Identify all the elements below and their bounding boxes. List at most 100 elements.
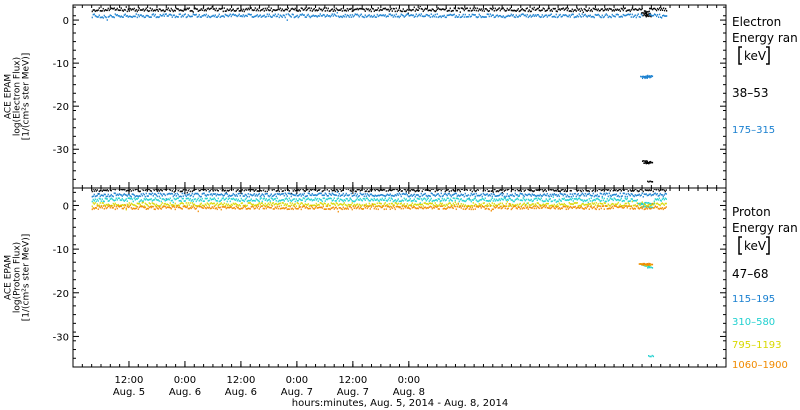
data-point [455, 192, 457, 195]
data-point [645, 204, 647, 207]
data-point [156, 16, 158, 18]
data-point [346, 198, 348, 200]
y-axis-label: [1/(cm²s ster MeV)] [22, 234, 32, 321]
data-point [600, 192, 602, 195]
data-point [646, 189, 648, 191]
data-point [540, 207, 542, 209]
data-point [444, 16, 446, 19]
data-point [370, 14, 372, 17]
data-point [644, 160, 646, 163]
data-point [553, 203, 555, 206]
data-point [604, 200, 606, 203]
data-point [546, 16, 548, 18]
data-point [351, 10, 353, 13]
data-point [175, 198, 177, 200]
data-point [143, 10, 145, 12]
data-point [238, 190, 240, 192]
data-point [289, 199, 291, 202]
data-point [430, 192, 432, 195]
data-point [375, 16, 377, 18]
data-point [372, 205, 374, 207]
data-point [170, 14, 172, 16]
data-point [170, 199, 172, 202]
data-point [118, 15, 120, 17]
data-point [286, 8, 288, 11]
data-point [526, 189, 528, 190]
data-point [364, 14, 366, 16]
data-point [662, 14, 664, 17]
data-point [420, 192, 422, 195]
data-point [310, 198, 312, 201]
data-point [235, 14, 237, 17]
data-point [344, 13, 346, 16]
data-point [181, 9, 183, 12]
data-point [148, 192, 150, 195]
data-point [284, 207, 286, 209]
data-point [645, 77, 647, 79]
data-point [202, 207, 204, 209]
data-point [430, 202, 432, 205]
data-point [356, 197, 358, 199]
data-point [393, 195, 395, 197]
data-point [443, 204, 445, 206]
data-point [277, 13, 279, 16]
data-point [374, 203, 376, 206]
data-point [641, 206, 644, 208]
data-point [439, 8, 441, 11]
data-point [261, 15, 263, 18]
data-point [450, 204, 452, 206]
data-point [411, 195, 413, 197]
data-point [565, 190, 567, 193]
data-point [552, 196, 554, 198]
data-point [233, 198, 235, 201]
data-point [189, 10, 191, 12]
data-point [347, 14, 349, 17]
data-point [129, 195, 131, 197]
data-point [646, 202, 648, 204]
data-point [307, 192, 309, 195]
data-point [288, 205, 290, 207]
data-point [511, 199, 513, 201]
data-point [647, 189, 649, 192]
data-point [336, 208, 338, 210]
data-point [461, 189, 463, 191]
data-point [419, 189, 421, 190]
data-point [413, 205, 415, 208]
data-point [144, 8, 146, 11]
data-point [441, 202, 443, 205]
data-point [649, 162, 651, 164]
data-point [331, 189, 333, 192]
data-point [156, 8, 158, 11]
data-point [313, 208, 315, 210]
data-point [589, 200, 591, 202]
data-point [396, 15, 398, 18]
data-point [407, 199, 409, 202]
data-point [426, 206, 428, 209]
data-point [327, 208, 329, 210]
data-point [519, 9, 521, 12]
data-point [422, 15, 424, 18]
data-point [624, 205, 626, 207]
data-point [639, 263, 642, 265]
data-point [162, 205, 164, 208]
data-point [394, 189, 396, 190]
data-point [246, 15, 248, 18]
data-point [528, 199, 530, 202]
data-point [466, 195, 468, 197]
data-point [236, 15, 238, 18]
data-point [112, 189, 114, 190]
data-point [656, 198, 658, 200]
data-point [194, 198, 196, 200]
data-point [211, 189, 213, 190]
data-point [295, 198, 297, 200]
data-point [650, 355, 652, 358]
data-point [489, 205, 491, 208]
data-point [176, 197, 178, 200]
data-point [368, 195, 370, 197]
data-point [291, 193, 293, 195]
data-point [545, 202, 547, 205]
data-point [582, 189, 584, 192]
data-point [633, 15, 635, 18]
data-point [578, 8, 580, 10]
data-point [216, 208, 218, 211]
